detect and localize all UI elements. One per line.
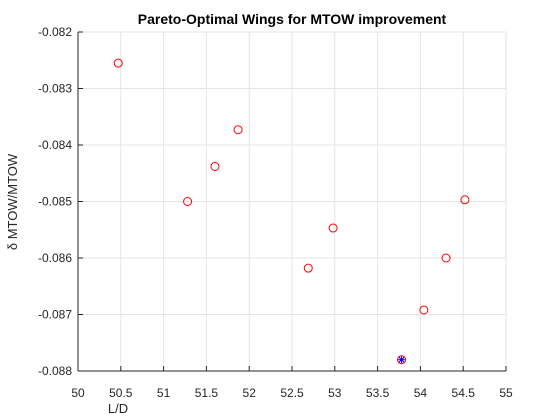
x-ticks: 50 50.5 51 51.5 52 52.5 53 53.5 54 54.5 55 [71, 366, 513, 400]
x-tick-label: 52.5 [280, 386, 304, 400]
y-tick-label: -0.082 [38, 25, 72, 39]
data-point [460, 195, 470, 205]
x-tick-label: 54 [414, 386, 428, 400]
x-tick-label: 50.5 [109, 386, 133, 400]
data-point [419, 305, 429, 315]
highlight-point [398, 356, 406, 364]
y-ticks: -0.088 -0.087 -0.086 -0.085 -0.084 -0.083 -0.0… [38, 25, 83, 378]
x-tick-label: 50 [71, 386, 85, 400]
data-point [113, 58, 123, 68]
x-tick-label: 54.5 [452, 386, 476, 400]
x-tick-label: 55 [499, 386, 513, 400]
data-points [113, 58, 470, 365]
x-tick-label: 52 [243, 386, 257, 400]
x-axis-label: L/D [108, 401, 128, 416]
data-point [328, 223, 338, 233]
data-point [303, 263, 313, 273]
data-point [210, 161, 220, 171]
x-tick-label: 51 [157, 386, 171, 400]
y-tick-label: -0.084 [38, 138, 72, 152]
data-point [441, 253, 451, 263]
y-tick-label: -0.083 [38, 82, 72, 96]
x-tick-label: 53.5 [366, 386, 390, 400]
data-point [397, 355, 407, 365]
data-point [183, 197, 193, 206]
y-tick-label: -0.087 [38, 308, 72, 322]
y-tick-label: -0.088 [38, 364, 72, 378]
y-tick-label: -0.085 [38, 195, 72, 209]
grid [77, 31, 507, 372]
x-tick-label: 51.5 [195, 386, 219, 400]
data-point [233, 125, 243, 135]
y-tick-label: -0.086 [38, 251, 72, 265]
x-tick-label: 53 [328, 386, 342, 400]
y-axis-label: δ MTOW/MTOW [5, 153, 20, 250]
chart-title: Pareto-Optimal Wings for MTOW improvemen… [138, 11, 447, 27]
